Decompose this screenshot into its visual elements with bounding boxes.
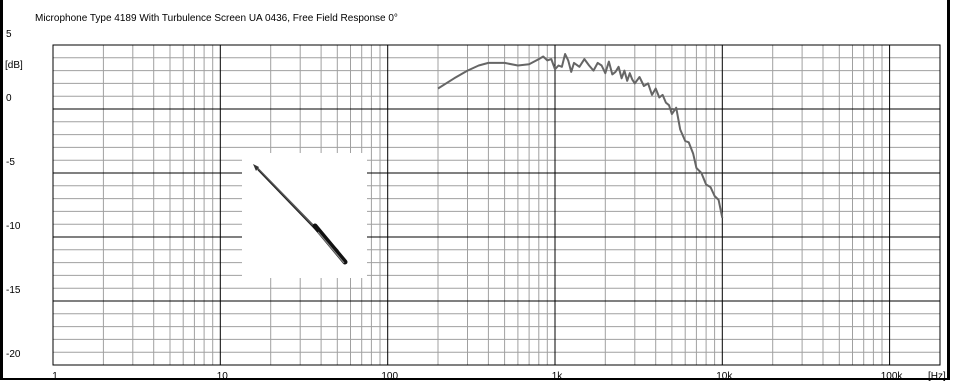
- x-tick-label: 100k: [881, 371, 904, 382]
- chart-title: Microphone Type 4189 With Turbulence Scr…: [35, 13, 398, 24]
- plot-area-border: [52, 44, 941, 366]
- x-axis-ticks: 1 10 100 1k 10k 100k: [52, 371, 903, 382]
- y-tick-label: 0: [6, 93, 12, 104]
- x-tick-label: 10: [217, 371, 229, 382]
- y-tick-label: -15: [6, 285, 21, 296]
- x-tick-label: 1: [52, 371, 58, 382]
- y-axis-label: [dB]: [5, 60, 23, 71]
- y-tick-label: -5: [6, 157, 15, 168]
- x-tick-label: 100: [381, 371, 398, 382]
- minor-grid: [53, 45, 941, 365]
- y-tick-label: -20: [6, 349, 21, 360]
- x-tick-label: 1k: [552, 371, 564, 382]
- microphone-icon: [242, 153, 367, 278]
- x-tick-label: 10k: [716, 371, 733, 382]
- y-tick-label: 5: [6, 29, 12, 40]
- y-tick-label: -10: [6, 221, 21, 232]
- y-axis-ticks: 5 0 -5 -10 -15 -20: [6, 29, 21, 360]
- x-axis-label: [Hz]: [928, 371, 946, 382]
- major-grid: [52, 44, 940, 366]
- response-curve: [437, 53, 724, 219]
